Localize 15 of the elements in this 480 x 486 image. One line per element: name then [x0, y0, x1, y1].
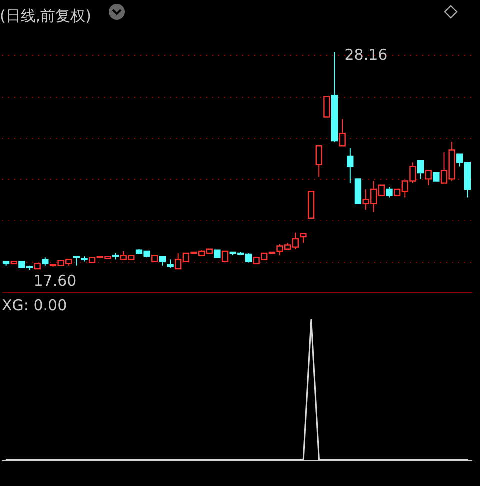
candlestick — [159, 256, 166, 266]
chart-title: XG: 0.00 — [2, 296, 68, 314]
text: 17.60 — [34, 272, 77, 290]
candlestick — [316, 146, 322, 178]
candlestick — [417, 160, 424, 180]
candlestick — [347, 148, 354, 184]
chart-title: (日线,前复权) — [0, 7, 92, 25]
candlestick — [339, 118, 346, 147]
candlestick — [300, 233, 307, 244]
annotation: 28.16 — [344, 46, 388, 64]
candlestick — [73, 256, 80, 266]
candlestick — [425, 170, 432, 186]
candlestick — [324, 96, 330, 118]
candlestick — [386, 186, 393, 198]
candlestick — [222, 250, 229, 262]
